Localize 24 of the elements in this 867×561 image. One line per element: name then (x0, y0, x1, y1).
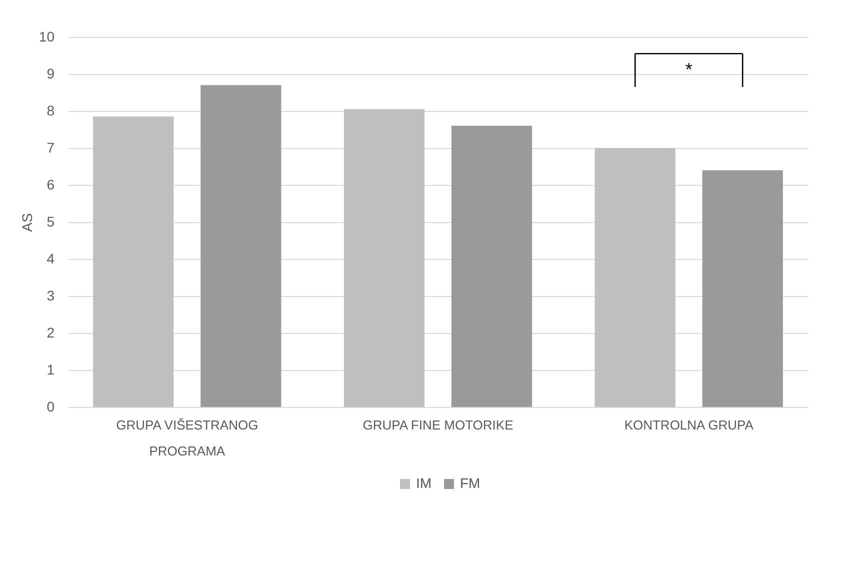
y-tick-label: 8 (46, 102, 55, 118)
legend-label: FM (460, 475, 480, 491)
y-tick-label: 5 (46, 214, 55, 230)
y-tick-label: 1 (46, 362, 55, 378)
y-tick-label: 4 (46, 250, 55, 266)
bar (200, 85, 282, 407)
y-tick-label: 0 (46, 398, 55, 414)
bar (702, 170, 783, 407)
annotation: * (685, 59, 692, 80)
x-tick-label: KONTROLNA GRUPA (624, 418, 754, 432)
y-tick-label: 7 (46, 140, 55, 156)
bar (451, 126, 532, 407)
legend-label: IM (416, 475, 432, 491)
bar (344, 109, 425, 407)
y-axis-title: AS (18, 213, 35, 232)
y-tick-label: 2 (46, 324, 55, 340)
x-tick-label: GRUPA FINE MOTORIKE (362, 418, 514, 432)
y-tick-label: 6 (46, 176, 55, 192)
y-tick-label: 9 (46, 66, 55, 82)
bar (93, 116, 174, 407)
y-tick-label: 3 (46, 288, 55, 304)
x-tick-label: GRUPA VIŠESTRANOG PROGRAMA (116, 418, 258, 458)
y-tick-label: 10 (38, 28, 55, 44)
bar (594, 148, 676, 407)
